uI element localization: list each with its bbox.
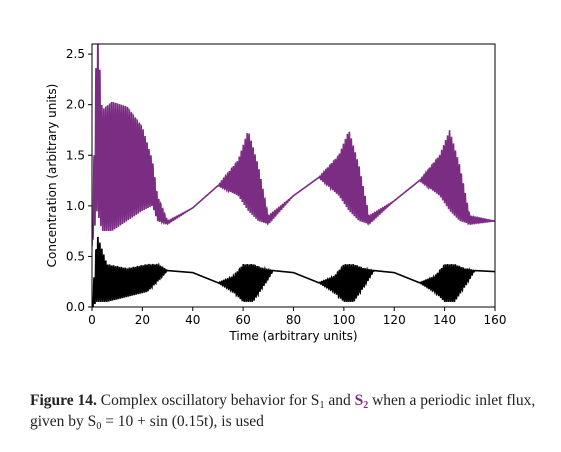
caption-sub-1: 1 — [319, 400, 325, 411]
y-tick-label: 0.5 — [66, 249, 85, 263]
x-tick-label: 140 — [433, 313, 456, 327]
chart: 0 20 40 60 80 100 120 140 1600.00.51.01.52.02.5 … — [45, 43, 507, 343]
caption-sub-0: 0 — [96, 421, 102, 432]
caption-text-4: = 10 + sin (0.15t), is used — [101, 413, 264, 430]
caption-text-1: Complex oscillatory behavior for S — [96, 392, 320, 409]
y-tick-label: 0.0 — [66, 300, 85, 314]
caption-text-2: and — [324, 392, 355, 409]
axes: 0 20 40 60 80 100 120 140 160 0.0 0.5 1.0 1.5 2.0 2.5 — [66, 43, 507, 327]
caption-sub-2: 2 — [363, 400, 369, 411]
x-tick-label: 100 — [332, 313, 355, 327]
x-tick-label: 60 — [235, 313, 250, 327]
x-axis-label: Time (arbitrary units) — [228, 329, 357, 343]
caption-label: Figure 14. — [30, 392, 97, 409]
x-tick-label: 20 — [135, 313, 150, 327]
series-black-line — [92, 236, 495, 307]
y-tick-label: 2.5 — [66, 47, 85, 61]
caption-text-3: when a periodic inlet flux, given by S — [30, 392, 536, 430]
caption-s2: S — [354, 392, 364, 409]
x-tick-label: 40 — [185, 313, 200, 327]
series-layer — [92, 44, 495, 307]
series-purple-line — [92, 44, 495, 247]
y-tick-label: 1.5 — [66, 148, 85, 162]
x-tick-label: 160 — [484, 313, 507, 327]
y-tick-label: 1.0 — [66, 199, 85, 213]
figure-caption: Figure 14. Complex oscillatory behavior … — [30, 390, 540, 432]
y-axis-label: Concentration (arbitrary units) — [45, 84, 59, 268]
y-tick-label: 2.0 — [66, 98, 85, 112]
x-tick-label: 80 — [286, 313, 301, 327]
x-tick-label: 0 — [88, 313, 96, 327]
x-tick-label: 120 — [383, 313, 406, 327]
